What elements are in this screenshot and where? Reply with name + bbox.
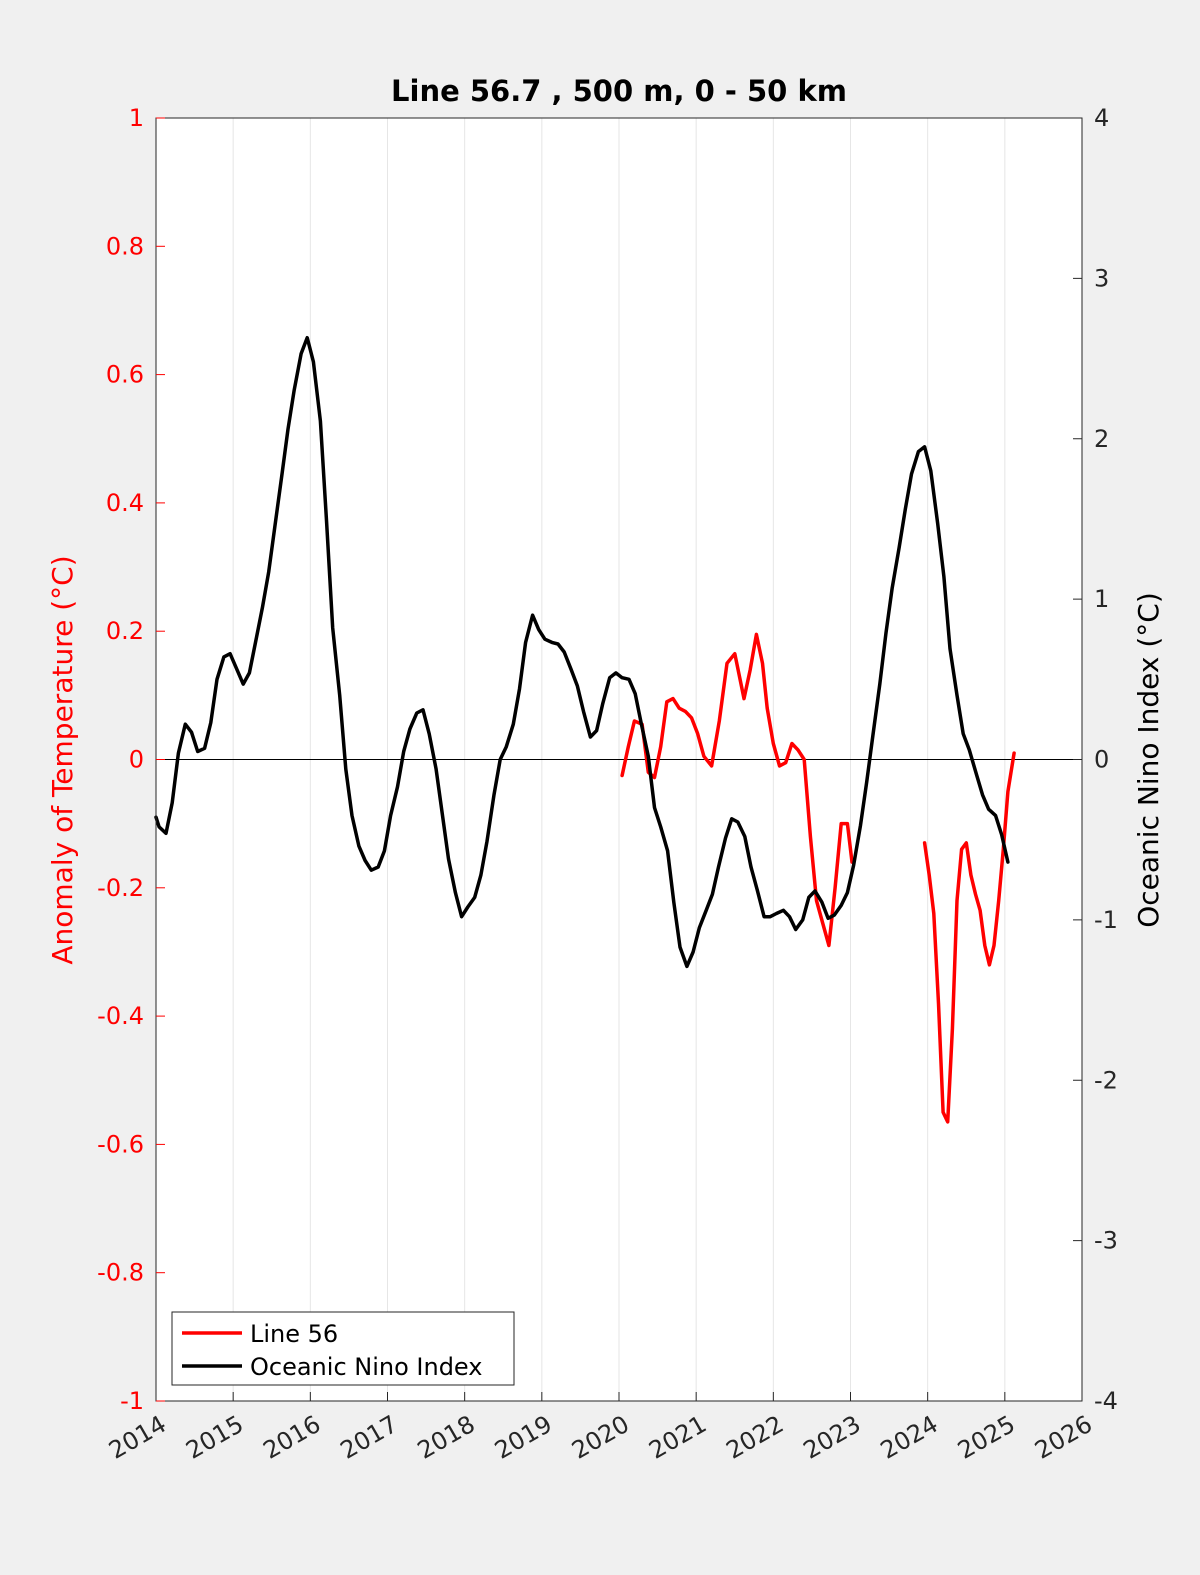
y-right-tick-label-2: -2 [1094,1066,1118,1094]
y-left-tick-label-1: -1 [120,1387,144,1415]
y-right-tick-label-1: -1 [1094,906,1118,934]
legend: Line 56 Oceanic Nino Index [171,1311,515,1386]
y-left-tick-label-0-8: 0.8 [106,232,144,260]
legend-label-line-56: Line 56 [250,1320,338,1348]
series-lines [154,335,1016,1124]
y-left-tick-label-0-2: -0.2 [97,874,144,902]
series-line-oceanic-nino-index-0 [154,335,1010,969]
y-right-tick-label-2: 2 [1094,425,1109,453]
y-right-tick-label-4: -4 [1094,1387,1118,1415]
legend-label-oceanic-nino-index: Oceanic Nino Index [250,1353,482,1381]
y-left-tick-label-0-2: 0.2 [106,617,144,645]
y-left-tick-label-0-8: -0.8 [97,1259,144,1287]
y-right-tick-label-3: -3 [1094,1227,1118,1255]
y-left-tick-label-0-6: -0.6 [97,1130,144,1158]
y-right-tick-label-3: 3 [1094,264,1109,292]
y-axis-left: 1 0.8 0.6 0.4 0.2 0 -0.2 -0.4 -0.6 -0.8 -1 [97,104,165,1415]
y-left-tick-label-0: 0 [129,746,144,774]
y-right-tick-label-4: 4 [1094,104,1109,132]
y-right-tick-label-1: 1 [1094,585,1109,613]
y-left-tick-label-0-4: 0.4 [106,489,144,517]
y-right-tick-label-0: 0 [1094,746,1109,774]
legend-box [171,1311,515,1386]
y-left-tick-label-0-6: 0.6 [106,361,144,389]
y-left-tick-label-0-4: -0.4 [97,1002,144,1030]
y-axis-right-label: Oceanic Nino Index (°C) [1132,592,1165,928]
y-axis-right: 4 3 2 1 0 -1 -2 -3 -4 [1073,104,1118,1415]
y-axis-left-label: Anomaly of Temperature (°C) [46,555,79,964]
chart-title: Line 56.7 , 500 m, 0 - 50 km [391,74,847,108]
y-left-tick-label-1: 1 [129,104,144,132]
series-line-line-56-1 [922,751,1016,1124]
